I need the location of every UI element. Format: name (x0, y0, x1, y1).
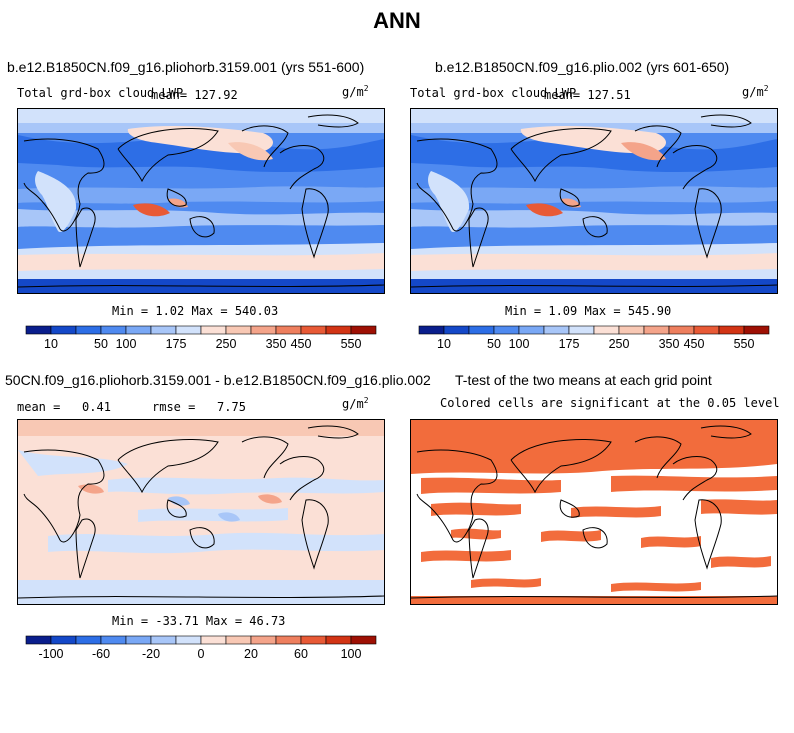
panel1-variable: Total grd-box cloud LWP (17, 86, 184, 100)
colorbar-swatch (150, 635, 177, 645)
colorbar-tick-label: -20 (142, 647, 160, 661)
colorbar-tick-label: 350 (266, 337, 287, 351)
colorbar-tick-label: -100 (38, 647, 63, 661)
colorbar-swatch (350, 635, 377, 645)
colorbar-swatch (443, 325, 470, 335)
panel1-map (17, 108, 385, 294)
colorbar-swatch (468, 325, 495, 335)
panel1-title: b.e12.B1850CN.f09_g16.pliohorb.3159.001 … (7, 59, 365, 75)
colorbar-tick-label: 0 (198, 647, 205, 661)
colorbar-swatch (75, 325, 102, 335)
panel2-units: g/m2 (742, 84, 769, 99)
panel4-title: T-test of the two means at each grid poi… (455, 372, 712, 388)
panel1-colorbar: 10 50 100 175 250 350 450 550 (25, 325, 377, 356)
panel3-title: 50CN.f09_g16.pliohorb.3159.001 - b.e12.B… (5, 372, 431, 388)
panel4-map (410, 419, 778, 605)
colorbar-swatch (250, 635, 277, 645)
colorbar-swatch (175, 325, 202, 335)
colorbar-swatch (125, 635, 152, 645)
colorbar-swatch (25, 635, 52, 645)
panel1-units: g/m2 (342, 84, 369, 99)
colorbar-tick-label: 250 (609, 337, 630, 351)
colorbar-tick-label: 450 (291, 337, 312, 351)
colorbar-tick-label: 175 (559, 337, 580, 351)
colorbar-swatch (75, 635, 102, 645)
colorbar-tick-label: 550 (341, 337, 362, 351)
colorbar-swatch (225, 325, 252, 335)
panel3-rmse: rmse = 7.75 (152, 400, 246, 414)
colorbar-tick-label: 20 (244, 647, 258, 661)
colorbar-tick-label: -60 (92, 647, 110, 661)
colorbar-swatch (618, 325, 645, 335)
colorbar-swatch (125, 325, 152, 335)
colorbar-swatch (300, 635, 327, 645)
colorbar-tick-label: 350 (659, 337, 680, 351)
colorbar-swatch (50, 635, 77, 645)
figure-title: ANN (373, 8, 421, 33)
panel3-units: g/m2 (342, 396, 369, 411)
colorbar-tick-label: 50 (94, 337, 108, 351)
colorbar-swatch (175, 635, 202, 645)
colorbar-swatch (25, 325, 52, 335)
colorbar-swatch (543, 325, 570, 335)
colorbar-swatch (493, 325, 520, 335)
colorbar-tick-label: 550 (734, 337, 755, 351)
panel1-mean: mean= 127.92 (151, 88, 238, 102)
colorbar-tick-label: 100 (116, 337, 137, 351)
colorbar-swatch (275, 635, 302, 645)
panel3-colorbar: -100 -60 -20 0 20 60 100 (25, 635, 377, 666)
colorbar-swatch (743, 325, 770, 335)
colorbar-swatch (100, 635, 127, 645)
colorbar-swatch (200, 325, 227, 335)
colorbar-tick-label: 450 (684, 337, 705, 351)
colorbar-swatch (250, 325, 277, 335)
colorbar-swatch (518, 325, 545, 335)
colorbar-swatch (200, 635, 227, 645)
colorbar-tick-label: 100 (341, 647, 362, 661)
colorbar-tick-label: 50 (487, 337, 501, 351)
colorbar-swatch (325, 635, 352, 645)
colorbar-tick-label: 60 (294, 647, 308, 661)
panel2-variable: Total grd-box cloud LWP (410, 86, 577, 100)
panel2-colorbar: 10 50 100 175 250 350 450 550 (418, 325, 770, 356)
colorbar-swatch (593, 325, 620, 335)
colorbar-swatch (225, 635, 252, 645)
panel2-mean: mean= 127.51 (544, 88, 631, 102)
colorbar-swatch (325, 325, 352, 335)
colorbar-tick-label: 175 (166, 337, 187, 351)
panel2-title: b.e12.B1850CN.f09_g16.plio.002 (yrs 601-… (435, 59, 730, 75)
colorbar-swatch (350, 325, 377, 335)
panel3-stats: Min = -33.71 Max = 46.73 (112, 614, 286, 628)
colorbar-swatch (718, 325, 745, 335)
panel2-map (410, 108, 778, 294)
colorbar-tick-label: 250 (216, 337, 237, 351)
panel3-map (17, 419, 385, 605)
colorbar-swatch (150, 325, 177, 335)
panel2-stats: Min = 1.09 Max = 545.90 (505, 304, 672, 318)
colorbar-tick-label: 10 (437, 337, 451, 351)
colorbar-swatch (300, 325, 327, 335)
colorbar-swatch (418, 325, 445, 335)
colorbar-swatch (568, 325, 595, 335)
colorbar-swatch (50, 325, 77, 335)
panel3-mean: mean = 0.41 (17, 400, 111, 414)
colorbar-swatch (693, 325, 720, 335)
colorbar-swatch (100, 325, 127, 335)
colorbar-swatch (668, 325, 695, 335)
colorbar-tick-label: 100 (509, 337, 530, 351)
panel1-stats: Min = 1.02 Max = 540.03 (112, 304, 279, 318)
colorbar-swatch (275, 325, 302, 335)
panel4-subtitle: Colored cells are significant at the 0.0… (440, 396, 780, 410)
colorbar-swatch (643, 325, 670, 335)
colorbar-tick-label: 10 (44, 337, 58, 351)
